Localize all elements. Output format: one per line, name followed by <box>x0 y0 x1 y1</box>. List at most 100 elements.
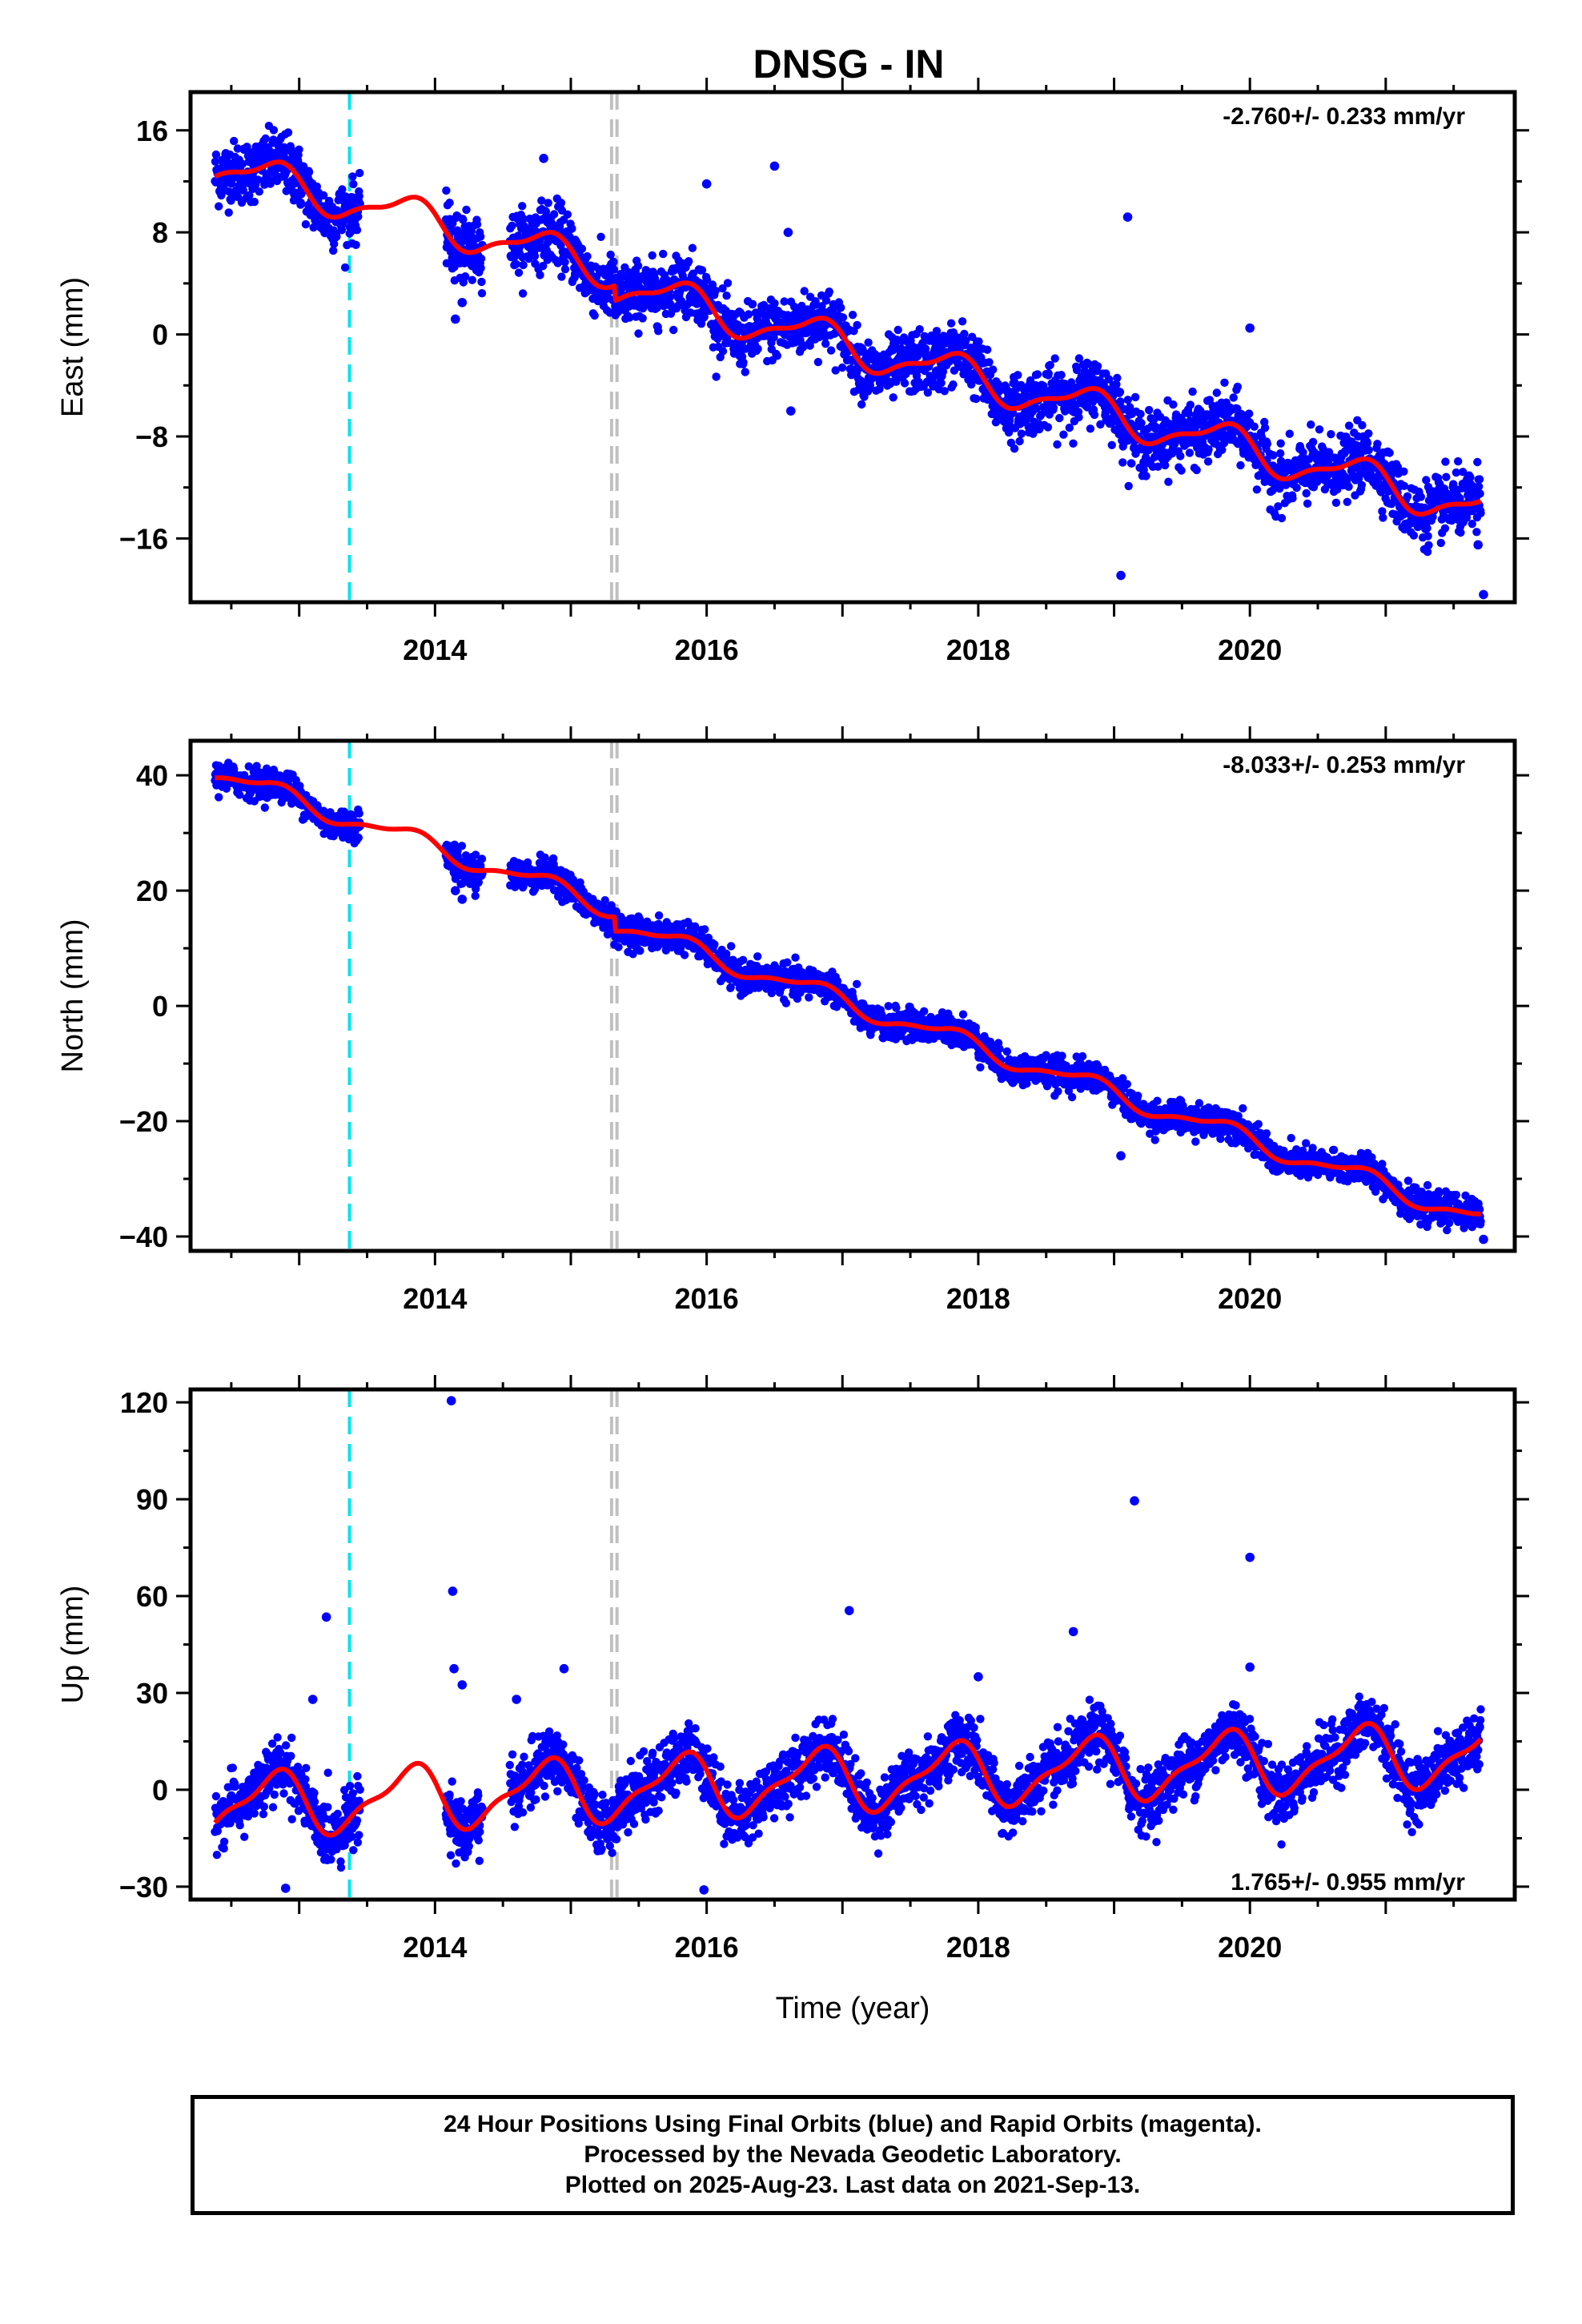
data-point <box>1276 449 1285 458</box>
data-point <box>791 953 800 962</box>
data-point <box>245 191 254 200</box>
data-point <box>1343 497 1352 506</box>
data-point <box>1476 509 1485 517</box>
y-tick-label: −16 <box>119 522 168 555</box>
data-point <box>688 243 697 252</box>
data-point <box>1043 423 1053 432</box>
data-point <box>1260 424 1270 432</box>
data-point <box>1331 498 1341 507</box>
data-point <box>577 244 587 253</box>
outlier-point <box>539 154 548 163</box>
data-point <box>1385 448 1394 457</box>
data-point <box>518 289 528 298</box>
data-point <box>1344 482 1353 491</box>
y-tick-label: 16 <box>136 115 168 147</box>
data-point <box>556 199 566 207</box>
data-point <box>638 314 647 323</box>
data-point <box>1164 477 1173 486</box>
data-point <box>920 1007 929 1016</box>
outlier-point <box>1116 570 1126 581</box>
data-point <box>680 951 689 959</box>
data-point <box>1454 456 1463 466</box>
data-point <box>352 226 362 235</box>
data-point <box>1118 458 1127 467</box>
data-point <box>1220 378 1229 387</box>
data-point <box>838 313 848 322</box>
data-point <box>702 275 712 284</box>
y-tick-label: 0 <box>152 319 168 352</box>
data-point <box>781 999 791 1007</box>
data-point <box>549 210 559 219</box>
data-point <box>1184 409 1193 418</box>
data-point <box>1130 392 1140 402</box>
data-point <box>473 234 482 243</box>
data-point <box>989 365 998 374</box>
data-point <box>1441 457 1450 466</box>
data-point <box>1364 429 1373 438</box>
data-point <box>634 329 643 338</box>
data-point <box>976 1063 985 1072</box>
data-point <box>1308 437 1318 447</box>
data-point <box>354 833 363 842</box>
data-point <box>1252 485 1262 494</box>
data-point <box>718 347 728 356</box>
data-point <box>974 337 983 346</box>
data-point <box>211 157 220 166</box>
data-point <box>1357 480 1367 489</box>
data-point <box>946 319 956 328</box>
data-point <box>1123 396 1133 404</box>
data-point <box>1136 409 1145 419</box>
data-point <box>797 301 806 311</box>
data-point <box>825 287 834 296</box>
data-point <box>831 366 840 375</box>
data-point <box>1277 513 1287 523</box>
data-point <box>1010 444 1019 453</box>
data-point <box>1069 439 1078 448</box>
data-point <box>477 277 486 287</box>
data-point <box>1033 370 1042 379</box>
data-point <box>1288 494 1297 503</box>
data-point <box>783 958 792 967</box>
data-point <box>556 241 565 250</box>
data-point <box>606 250 615 259</box>
data-point <box>443 201 452 210</box>
data-point <box>1440 524 1450 533</box>
data-point <box>230 136 239 146</box>
data-point <box>753 952 762 961</box>
data-point <box>773 352 781 360</box>
data-point <box>568 224 576 233</box>
data-point <box>1185 448 1195 457</box>
data-point <box>1466 472 1475 482</box>
data-point <box>821 296 831 305</box>
outlier-point <box>1122 212 1133 222</box>
data-point <box>1186 400 1195 409</box>
data-point <box>900 379 909 388</box>
data-point <box>971 1023 981 1032</box>
data-point <box>1093 362 1102 371</box>
data-point <box>853 979 861 989</box>
data-point <box>813 357 823 367</box>
data-point <box>1212 388 1222 397</box>
data-point <box>770 299 779 308</box>
data-point <box>519 215 528 223</box>
data-point <box>1276 439 1285 448</box>
data-point <box>1399 481 1409 490</box>
data-point <box>1229 393 1238 402</box>
data-point <box>355 809 363 818</box>
data-point <box>462 205 471 215</box>
data-point <box>1233 382 1243 392</box>
data-point <box>1059 430 1068 439</box>
data-point <box>269 126 279 135</box>
data-point <box>319 191 328 200</box>
data-point <box>1315 425 1324 434</box>
data-point <box>1017 429 1026 438</box>
data-point <box>1403 492 1412 501</box>
data-point <box>1055 413 1064 423</box>
data-point <box>837 304 845 312</box>
data-point <box>476 265 484 274</box>
data-point <box>530 251 540 260</box>
data-point <box>915 325 924 334</box>
data-point <box>255 187 263 196</box>
data-point <box>312 182 321 191</box>
